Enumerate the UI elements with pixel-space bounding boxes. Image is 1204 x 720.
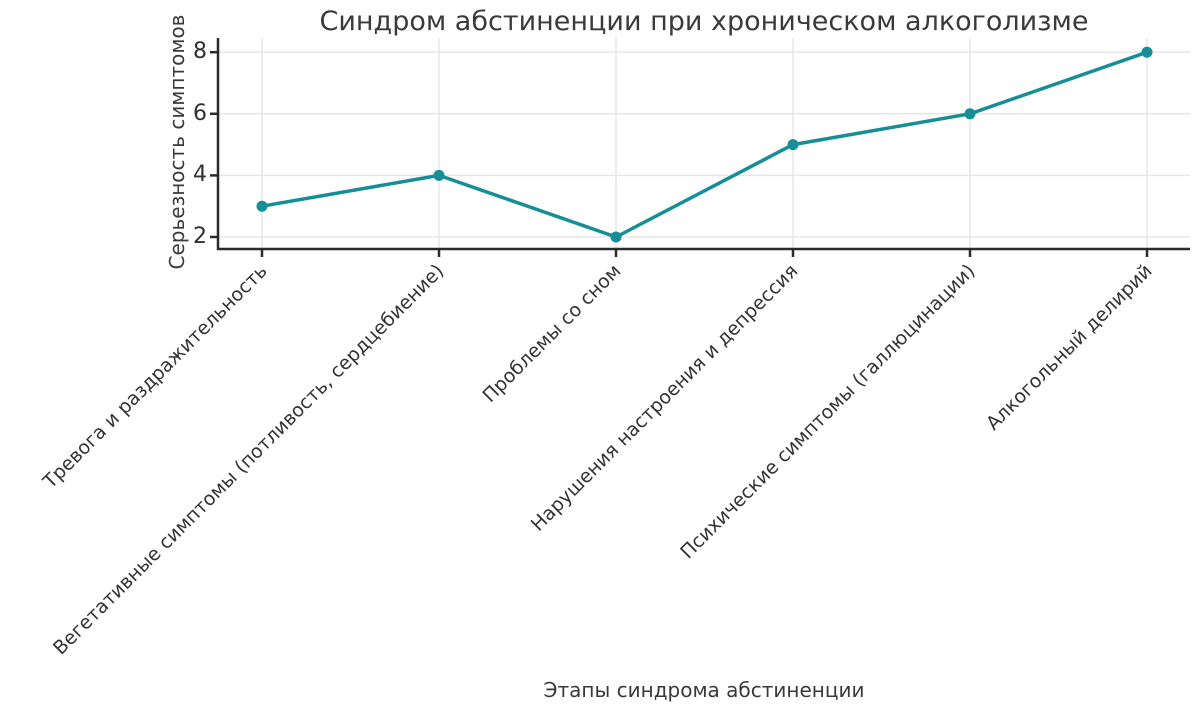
data-point-marker <box>610 231 622 243</box>
data-point-marker <box>1141 46 1153 58</box>
data-point-marker <box>787 139 799 151</box>
y-tick-label: 2 <box>193 224 207 249</box>
y-tick-label: 8 <box>193 39 207 64</box>
y-tick-label: 4 <box>193 162 207 187</box>
data-point-marker <box>964 108 976 120</box>
data-point-marker <box>256 200 268 212</box>
x-axis-label: Этапы синдрома абстиненции <box>543 678 865 702</box>
severity-line-series <box>260 50 1149 239</box>
data-point-marker <box>433 169 445 181</box>
chart-title: Синдром абстиненции при хроническом алко… <box>319 6 1089 37</box>
y-tick-label: 6 <box>193 101 207 126</box>
